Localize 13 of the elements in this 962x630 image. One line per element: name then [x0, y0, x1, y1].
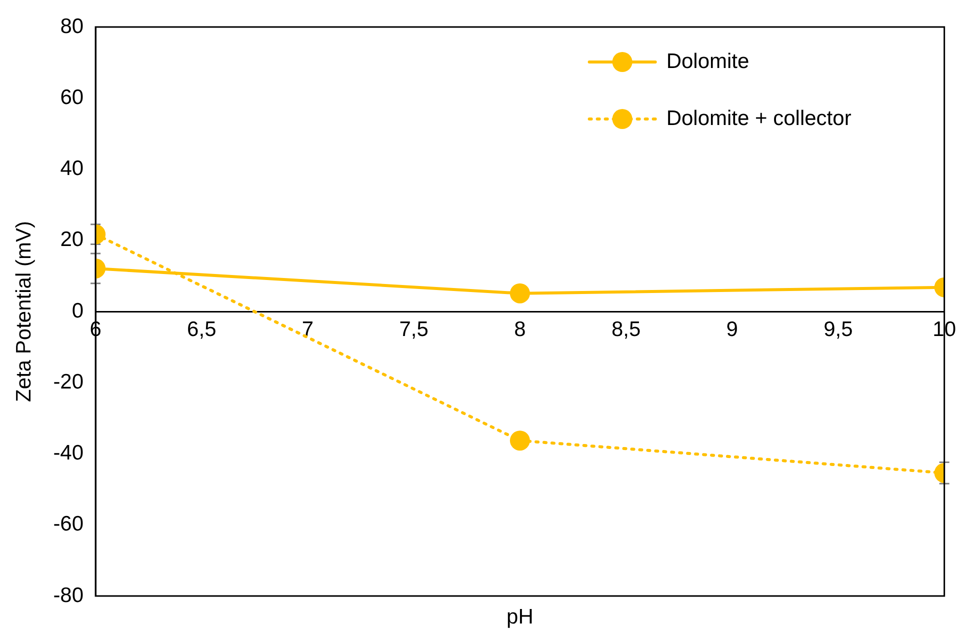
y-tick-label: -80	[53, 584, 84, 607]
y-tick-label: -40	[53, 442, 84, 465]
y-tick-label: 20	[60, 228, 84, 252]
y-tick-label: 80	[60, 14, 84, 38]
y-tick-label: 0	[72, 299, 84, 322]
y-tick-label: -20	[53, 370, 84, 394]
legend-label: Dolomite	[666, 50, 750, 73]
y-tick-label: -60	[53, 512, 84, 536]
y-axis-title: Zeta Potential (mV)	[12, 221, 36, 402]
legend-label: Dolomite + collector	[666, 106, 852, 130]
x-axis-title: pH	[506, 605, 534, 628]
y-tick-label: 40	[60, 157, 84, 180]
y-tick-label: 60	[60, 86, 84, 109]
